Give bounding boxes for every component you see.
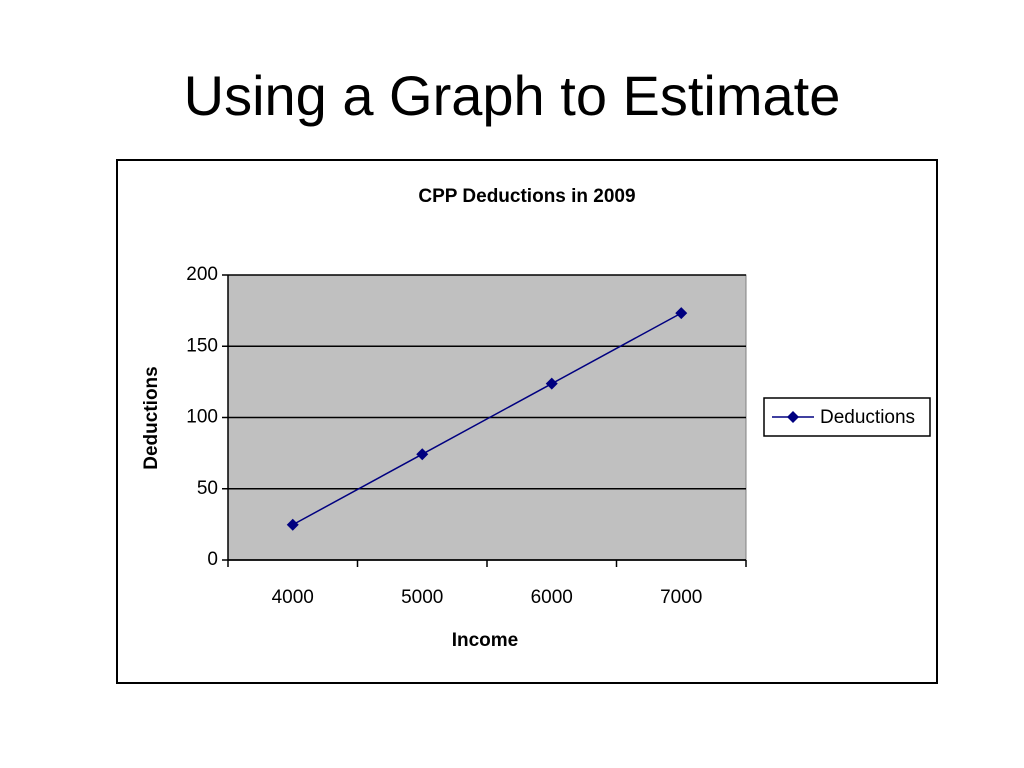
- x-tick-label: 6000: [531, 587, 573, 608]
- x-tick-label: 7000: [660, 587, 702, 608]
- y-tick-label: 200: [186, 264, 218, 285]
- x-tick-label: 4000: [272, 587, 314, 608]
- point-marker: [675, 307, 688, 320]
- point-marker: [286, 518, 299, 531]
- y-tick-label: 100: [186, 407, 218, 428]
- y-tick-label: 150: [186, 335, 218, 356]
- legend-label: Deductions: [820, 407, 915, 428]
- y-tick-label: 0: [207, 549, 218, 570]
- legend-marker: [787, 411, 799, 423]
- y-tick-label: 50: [197, 478, 218, 499]
- chart-title: CPP Deductions in 2009: [418, 186, 635, 207]
- slide-title: Using a Graph to Estimate: [184, 64, 841, 127]
- x-tick-label: 5000: [401, 587, 443, 608]
- series-line: [292, 312, 682, 526]
- x-axis-label: Income: [452, 630, 519, 651]
- point-marker: [545, 377, 558, 390]
- y-axis-label: Deductions: [141, 366, 162, 469]
- point-marker: [416, 448, 429, 461]
